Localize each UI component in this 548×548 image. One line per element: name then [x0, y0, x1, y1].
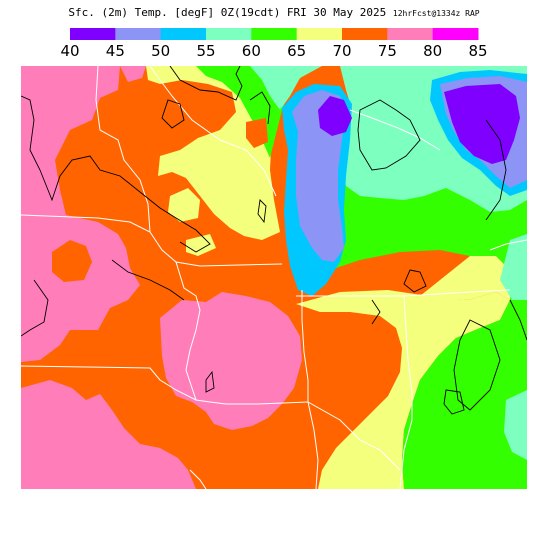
zone-65-70-wisc-patch: [168, 188, 200, 222]
legend-tick-label: 45: [106, 42, 125, 60]
zone-55-60-se: [500, 234, 527, 300]
legend-tick-label: 70: [332, 42, 351, 60]
map-title: Sfc. (2m) Temp. [degF] 0Z(19cdt) FRI 30 …: [0, 6, 548, 19]
zone-60-65-east: [286, 110, 527, 489]
title-main: Sfc. (2m) Temp. [degF] 0Z(19cdt) FRI 30 …: [68, 6, 387, 19]
title-forecast: 12hrFcst@1334z RAP: [392, 9, 480, 18]
zone-75-80-west: [21, 66, 140, 362]
color-legend: 40 45 50 55 60 65 70 75 80 85: [60, 28, 488, 60]
zone-75-80-nwcorner: [120, 66, 146, 82]
zone-40-45-lake-michigan: [318, 96, 352, 136]
legend-tick-label: 55: [196, 42, 215, 60]
legend-bin-80-85: [432, 28, 479, 40]
zone-70-75-corridor: [52, 240, 92, 282]
state-borders: [21, 66, 527, 489]
zone-75-80-southwest: [21, 380, 196, 489]
zone-55-60-north: [250, 66, 322, 110]
legend-bin-55-60: [206, 28, 252, 40]
legend-bin-50-55: [160, 28, 207, 40]
zone-65-70-ohio: [420, 256, 510, 300]
zone-75-80-central: [160, 292, 302, 430]
zone-65-70-east: [296, 290, 510, 489]
zone-70-75-wi-patch: [246, 118, 268, 148]
legend-bin-60-65: [251, 28, 298, 40]
legend-tick-label: 40: [60, 42, 79, 60]
legend-tick-label: 65: [287, 42, 306, 60]
contour-lines: [21, 66, 527, 415]
legend-bin-70-75: [342, 28, 388, 40]
legend-tick-label: 60: [242, 42, 261, 60]
legend-tick-label: 50: [151, 42, 170, 60]
legend-bin-45-50: [115, 28, 162, 40]
legend-tick-label: 75: [378, 42, 397, 60]
legend-bin-75-80: [387, 28, 434, 40]
zone-55-60-south: [504, 390, 527, 460]
legend-bin-40-45: [70, 28, 116, 40]
legend-bin-65-70: [296, 28, 343, 40]
legend-tick-label: 80: [423, 42, 442, 60]
legend-tick-label: 85: [468, 42, 487, 60]
